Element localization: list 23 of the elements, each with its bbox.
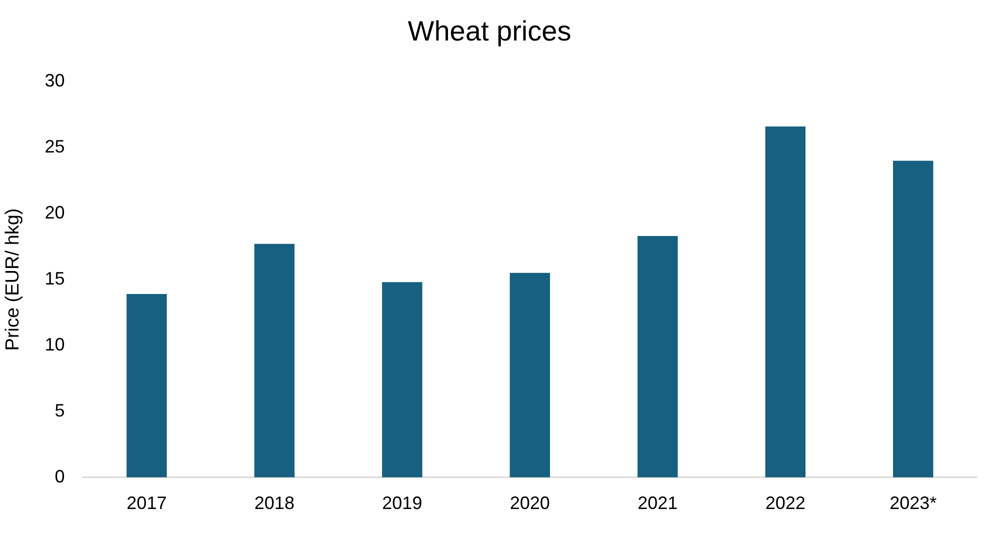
x-tick-label: 2019 [382,493,422,514]
x-tick-label: 2018 [254,493,294,514]
x-tick-label: 2022 [765,493,806,514]
y-tick-label: 25 [44,136,65,157]
y-tick-label: 5 [54,400,65,420]
bar [126,294,167,478]
y-tick-label: 15 [44,268,65,288]
chart-title: Wheat prices [408,16,572,47]
bar [382,282,422,478]
bar [510,272,550,478]
bar [638,236,678,478]
bar [765,126,806,478]
x-tick-label: 2017 [126,493,167,514]
x-tick-label: 2020 [510,493,550,514]
y-axis-title: Price (EUR/ hkg) [2,208,24,351]
y-tick-label: 10 [44,334,65,354]
x-tick-label: 2023* [890,493,937,514]
bar [254,244,295,478]
y-tick-label: 0 [54,466,65,486]
bar [893,160,934,478]
x-tick-label: 2021 [638,493,678,514]
y-tick-label: 20 [44,202,65,222]
y-tick-label: 30 [44,70,65,91]
